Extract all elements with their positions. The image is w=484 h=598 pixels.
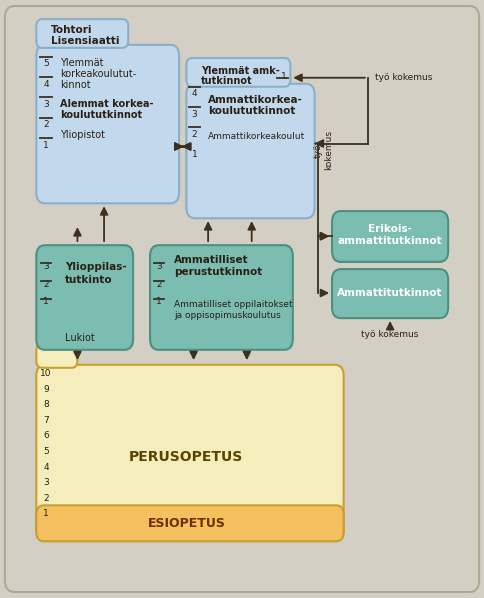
- Text: 3: 3: [43, 100, 49, 109]
- FancyBboxPatch shape: [36, 344, 77, 368]
- Text: 7: 7: [43, 416, 49, 425]
- Text: Ammatilliset: Ammatilliset: [174, 255, 249, 265]
- Text: Ammattitutkinnot: Ammattitutkinnot: [337, 288, 443, 298]
- Text: 3: 3: [43, 261, 49, 271]
- Text: 5: 5: [43, 59, 49, 69]
- Text: 1: 1: [43, 297, 49, 307]
- Text: 3: 3: [156, 261, 162, 271]
- FancyBboxPatch shape: [36, 45, 179, 203]
- Text: ESIOPETUS: ESIOPETUS: [148, 517, 225, 530]
- Text: 1: 1: [43, 141, 49, 150]
- Text: PERUSOPETUS: PERUSOPETUS: [129, 450, 243, 465]
- Text: Yliopistot: Yliopistot: [60, 130, 106, 139]
- Text: 1: 1: [281, 72, 287, 81]
- Text: 10: 10: [40, 369, 52, 379]
- Text: 1: 1: [43, 509, 49, 518]
- FancyBboxPatch shape: [36, 505, 344, 541]
- Text: Alemmat korkea-: Alemmat korkea-: [60, 99, 154, 109]
- Text: 2: 2: [43, 493, 49, 503]
- Text: perustutkinnot: perustutkinnot: [174, 267, 262, 277]
- Text: 3: 3: [192, 109, 197, 119]
- Text: 1: 1: [156, 297, 162, 307]
- FancyBboxPatch shape: [150, 245, 293, 350]
- Text: Ylioppilas-: Ylioppilas-: [65, 263, 127, 272]
- Text: 9: 9: [43, 385, 49, 394]
- Text: 2: 2: [156, 279, 162, 289]
- FancyBboxPatch shape: [186, 58, 290, 87]
- Text: tutkinto: tutkinto: [65, 275, 113, 285]
- Text: 2: 2: [43, 120, 49, 130]
- Text: 4: 4: [192, 89, 197, 99]
- Text: 5: 5: [43, 447, 49, 456]
- Text: Erikois-: Erikois-: [368, 224, 412, 234]
- Text: 6: 6: [43, 431, 49, 441]
- Text: 4: 4: [43, 462, 49, 472]
- Text: Ylemmät amk-: Ylemmät amk-: [201, 66, 280, 75]
- FancyBboxPatch shape: [5, 6, 479, 592]
- Text: 1: 1: [192, 150, 197, 160]
- Text: 2: 2: [192, 130, 197, 139]
- Text: koulututkinnot: koulututkinnot: [60, 110, 143, 120]
- Text: Ammattikorkeakoulut: Ammattikorkeakoulut: [208, 132, 305, 141]
- Text: Lisensiaatti: Lisensiaatti: [51, 36, 120, 46]
- FancyBboxPatch shape: [186, 84, 315, 218]
- Text: Ylemmät: Ylemmät: [60, 58, 104, 68]
- Text: kinnot: kinnot: [60, 80, 91, 90]
- Text: 3: 3: [43, 478, 49, 487]
- Text: työ kokemus: työ kokemus: [362, 330, 419, 340]
- FancyBboxPatch shape: [36, 19, 128, 48]
- Text: korkeakoulutut-: korkeakoulutut-: [60, 69, 137, 79]
- FancyBboxPatch shape: [36, 365, 344, 541]
- Text: ja oppisopimuskoulutus: ja oppisopimuskoulutus: [174, 311, 281, 321]
- Text: työ kokemus: työ kokemus: [375, 73, 433, 83]
- Text: Lukiot: Lukiot: [65, 333, 95, 343]
- FancyBboxPatch shape: [332, 211, 448, 262]
- Text: Ammattikorkea-: Ammattikorkea-: [208, 95, 303, 105]
- FancyBboxPatch shape: [332, 269, 448, 318]
- Text: ammattitutkinnot: ammattitutkinnot: [338, 236, 442, 246]
- Text: Tohtori: Tohtori: [51, 25, 92, 35]
- Text: koulututkinnot: koulututkinnot: [208, 106, 296, 116]
- Text: Ammatilliset oppilaitokset: Ammatilliset oppilaitokset: [174, 300, 293, 310]
- FancyBboxPatch shape: [36, 245, 133, 350]
- Text: tutkinnot: tutkinnot: [201, 76, 253, 86]
- Text: 8: 8: [43, 400, 49, 410]
- Text: 2: 2: [43, 279, 49, 289]
- Text: 4: 4: [43, 80, 49, 89]
- Text: työ-
kokemus: työ- kokemus: [314, 130, 333, 169]
